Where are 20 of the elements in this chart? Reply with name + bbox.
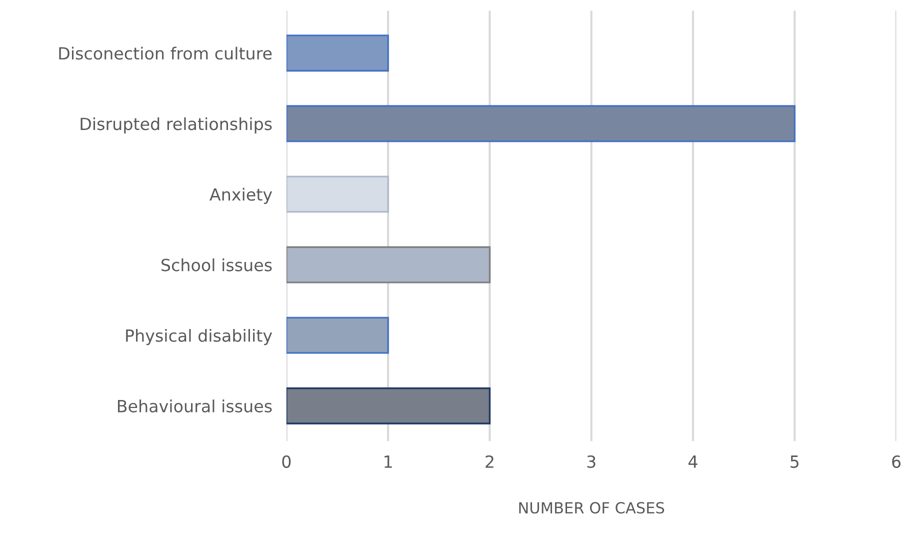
x-tick-label: 6	[892, 455, 901, 468]
bar	[286, 105, 796, 142]
y-tick-label: Disconection from culture	[59, 46, 272, 60]
x-tick-label: 0	[282, 455, 291, 468]
bar	[286, 34, 389, 72]
x-tick-label: 3	[587, 455, 596, 468]
bar	[286, 176, 389, 213]
x-tick-label: 4	[688, 456, 698, 468]
y-tick-label: Physical disability	[126, 328, 272, 346]
x-axis-title: NUMBER OF CASES	[519, 502, 664, 514]
x-tick-label: 2	[486, 455, 494, 468]
x-tick-label: 1	[384, 456, 392, 468]
y-tick-label: Disrupted relationships	[80, 117, 272, 134]
y-tick-label: Anxiety	[210, 188, 272, 204]
bar	[286, 246, 491, 284]
bar	[286, 387, 491, 424]
x-tick-label: 5	[790, 456, 798, 468]
bar	[286, 316, 389, 354]
y-tick-label: School issues	[162, 258, 272, 272]
y-tick-label: Behavioural issues	[118, 400, 272, 412]
